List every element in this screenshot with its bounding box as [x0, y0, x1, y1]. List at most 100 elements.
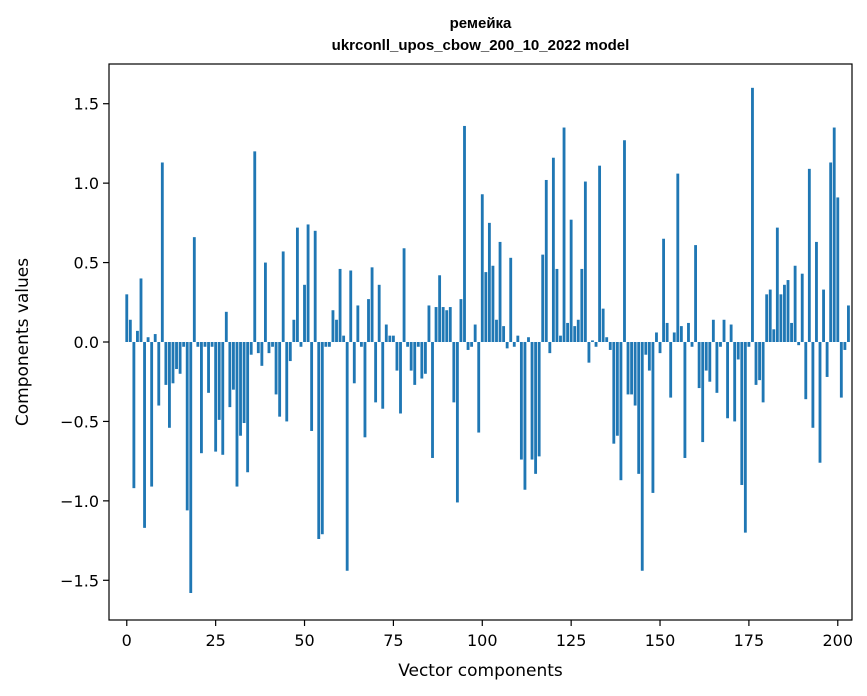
y-tick-label: 0.0	[74, 333, 99, 352]
bar-190	[800, 273, 804, 342]
bar-125	[569, 219, 573, 342]
bar-126	[573, 326, 577, 342]
bar-16	[182, 342, 186, 347]
bar-93	[455, 342, 459, 503]
bar-22	[203, 342, 207, 347]
bar-121	[555, 268, 559, 342]
bar-129	[583, 181, 587, 342]
bar-78	[402, 248, 406, 342]
x-tick-label: 75	[383, 631, 403, 650]
bar-54	[317, 342, 321, 539]
bar-5	[143, 342, 146, 528]
bar-39	[264, 262, 267, 342]
bar-141	[626, 342, 630, 395]
bar-135	[605, 337, 609, 342]
y-tick-label: −0.5	[60, 412, 99, 431]
bar-6	[146, 337, 150, 342]
bar-122	[559, 335, 562, 342]
bar-181	[768, 289, 772, 342]
bar-27	[221, 342, 225, 455]
bar-91	[448, 307, 452, 342]
bar-47	[292, 319, 296, 342]
bar-97	[470, 342, 474, 347]
bar-94	[459, 299, 463, 342]
bar-183	[775, 227, 779, 342]
bar-144	[637, 342, 641, 474]
bar-198	[829, 162, 833, 342]
bar-113	[527, 337, 530, 342]
bar-81	[413, 342, 417, 385]
bar-134	[601, 308, 605, 342]
bar-31	[235, 342, 239, 487]
bar-102	[487, 222, 491, 342]
bar-89	[441, 307, 445, 342]
bar-151	[662, 238, 665, 342]
bar-123	[562, 127, 566, 342]
bar-65	[356, 305, 360, 342]
bar-41	[271, 342, 274, 347]
bar-142	[630, 342, 634, 395]
y-axis-label: Components values	[13, 258, 33, 426]
bar-177	[754, 342, 758, 385]
bar-87	[434, 307, 438, 342]
bar-157	[683, 342, 687, 458]
bar-158	[687, 322, 690, 342]
bar-124	[566, 322, 570, 342]
bar-159	[690, 342, 694, 347]
bar-156	[679, 326, 683, 342]
bar-33	[242, 342, 246, 424]
bar-15	[178, 342, 182, 374]
bar-128	[580, 268, 584, 342]
bar-154	[672, 332, 676, 342]
bar-200	[836, 197, 840, 342]
bar-170	[729, 324, 733, 342]
bar-187	[790, 322, 793, 342]
bar-62	[345, 342, 349, 571]
bar-75	[391, 335, 395, 342]
bar-96	[466, 342, 470, 350]
bar-186	[786, 280, 790, 342]
x-axis-label: Vector components	[398, 661, 563, 681]
x-tick-label: 50	[294, 631, 314, 650]
bar-108	[509, 257, 513, 342]
bar-79	[406, 342, 410, 347]
bar-51	[306, 224, 310, 342]
bar-146	[644, 342, 648, 355]
bar-37	[256, 342, 260, 354]
bar-72	[381, 342, 385, 409]
bar-201	[839, 342, 843, 398]
bar-58	[331, 310, 335, 342]
bar-152	[665, 322, 669, 342]
bar-18	[189, 342, 193, 593]
bar-153	[669, 342, 673, 398]
bar-148	[651, 342, 655, 493]
bar-43	[278, 342, 282, 417]
bar-64	[352, 342, 356, 384]
bar-92	[452, 342, 456, 403]
bar-145	[640, 342, 644, 571]
bar-59	[335, 319, 338, 342]
bar-136	[608, 342, 612, 350]
bar-28	[224, 311, 228, 342]
bar-83	[420, 342, 424, 379]
x-tick-label: 125	[556, 631, 587, 650]
bar-95	[463, 125, 466, 342]
bar-140	[623, 140, 626, 342]
y-tick-label: 0.5	[74, 254, 99, 273]
bar-117	[541, 254, 545, 342]
bar-114	[530, 342, 534, 460]
bar-137	[612, 342, 616, 444]
bar-165	[711, 319, 715, 342]
bar-36	[253, 151, 257, 342]
bar-30	[232, 342, 235, 390]
bar-9	[157, 342, 161, 406]
bar-202	[843, 342, 847, 350]
bar-163	[704, 342, 708, 371]
y-tick-label: 1.5	[74, 95, 99, 114]
bar-203	[847, 305, 850, 342]
bar-131	[591, 340, 594, 342]
bar-100	[480, 194, 484, 342]
bar-55	[320, 342, 324, 535]
